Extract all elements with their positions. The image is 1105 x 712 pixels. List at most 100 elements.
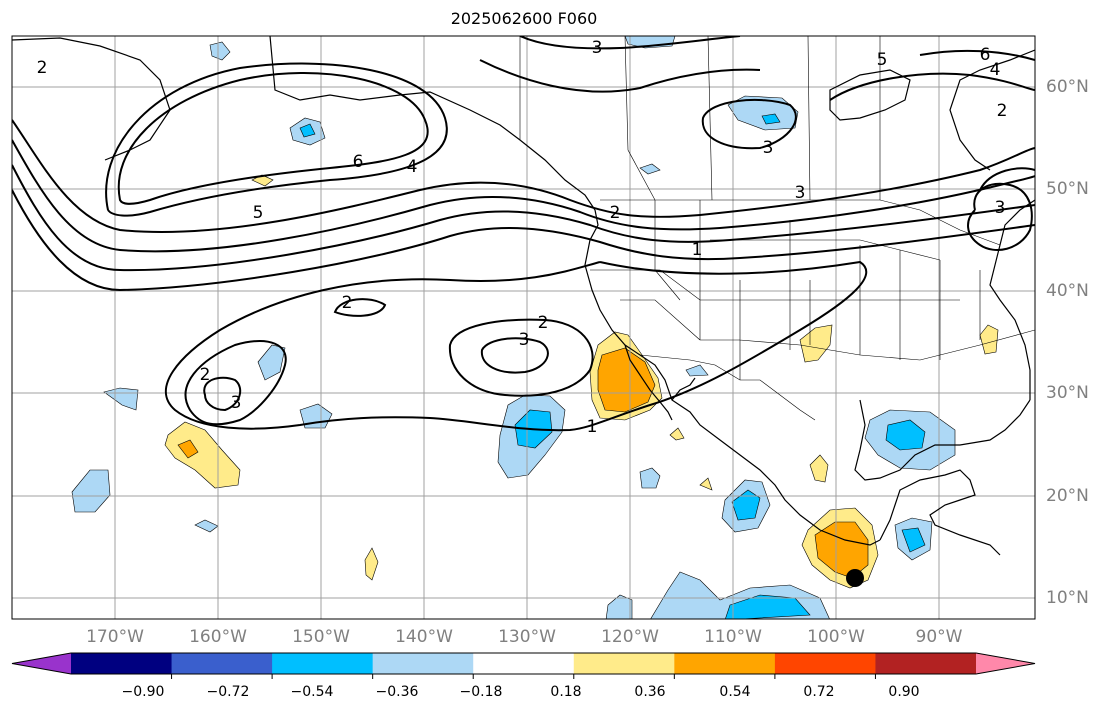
shade-neg-west1: [71, 469, 111, 513]
lon-label-100w: 100°W: [807, 627, 865, 647]
contour-ne-lows: [829, 49, 1035, 251]
storm-marker: [846, 569, 864, 587]
contour-label-2-f: 2: [200, 365, 211, 385]
contour-subtrop-2a: [333, 298, 387, 317]
lon-label-90w: 90°W: [915, 627, 963, 647]
map-title: 2025062600 F060: [450, 9, 598, 28]
graticule: [12, 36, 1035, 619]
shade-neg-mex-pac-core: [731, 489, 761, 521]
lat-label-30n: 30°N: [1046, 383, 1089, 403]
shade-pos-small3: [669, 427, 685, 441]
shade-pos-gulf: [809, 454, 829, 483]
border-us-canada: [600, 199, 1001, 246]
contour-label-5-a: 5: [877, 50, 888, 70]
shade-pos-mexico-core: [814, 521, 869, 579]
colorbar-segment: [674, 653, 776, 674]
colorbar-tick-label: −0.54: [290, 684, 334, 700]
contour-label-1-b: 1: [587, 417, 598, 437]
contour-label-3-b: 3: [763, 138, 774, 158]
lon-label-170w: 170°W: [86, 627, 144, 647]
contour-label-6-b: 6: [353, 152, 364, 172]
contour-aleutian-5: [105, 62, 448, 217]
colorbar-tick-label: 0.90: [888, 684, 920, 700]
contour-jet-4: [12, 119, 1035, 233]
lon-label-110w: 110°W: [704, 627, 762, 647]
shade-neg-top2: [209, 41, 231, 61]
contour-subtrop-2c: [448, 318, 594, 397]
contour-label-4-a: 4: [990, 60, 1001, 80]
colorbar-tick-label: 0.54: [719, 684, 751, 700]
shade-neg-west2: [103, 387, 139, 411]
height-contours: [12, 36, 1035, 432]
lat-label-20n: 20°N: [1046, 486, 1089, 506]
colorbar-segment: [171, 653, 273, 674]
shade-neg-canada-core: [761, 113, 781, 125]
colorbar-segment: [372, 653, 474, 674]
political-borders: [519, 36, 1035, 421]
colorbar-outline: [11, 652, 1036, 675]
contour-label-2-e: 2: [538, 313, 549, 333]
colorbar-tick-label: 0.18: [550, 684, 582, 700]
contour-subtrop-3a: [480, 337, 549, 374]
contour-label-2-d: 2: [342, 293, 353, 313]
border-us-mexico: [639, 354, 816, 421]
contour-labels: 2 3 5 6 4 3 6 4 5 2 3 2 1 3 2 2 3 2 3 1: [37, 38, 1008, 437]
coast-east: [949, 49, 1035, 400]
lon-label-130w: 130°W: [498, 627, 556, 647]
coast-bc-us: [584, 209, 881, 546]
colorbar-segment: [272, 653, 374, 674]
contour-jet-1: [12, 189, 1035, 292]
contour-canada-3: [479, 36, 797, 150]
contour-label-3-c: 3: [795, 183, 806, 203]
contour-label-3-d: 3: [995, 198, 1006, 218]
border-canada-prov: [624, 36, 881, 201]
colorbar-segment: [473, 653, 575, 674]
contour-label-3-f: 3: [231, 393, 242, 413]
contour-label-3-e: 3: [519, 330, 530, 350]
contour-subtrop-3b: [203, 376, 242, 412]
colorbar-segment: [875, 653, 977, 674]
positive-shading: [164, 174, 999, 589]
shade-neg-sm4: [639, 163, 661, 175]
contour-subtrop-2b: [184, 340, 287, 426]
contour-label-2-a: 2: [37, 58, 48, 78]
shade-pos-baja-core: [597, 347, 656, 413]
lon-label-120w: 120°W: [601, 627, 659, 647]
shade-neg-sm2: [605, 594, 633, 619]
contour-label-3-a: 3: [592, 38, 603, 58]
coast-gulf: [854, 399, 1031, 556]
negative-shading: [71, 36, 956, 619]
contour-label-2-b: 2: [997, 101, 1008, 121]
coastlines: [12, 36, 1035, 556]
shade-pos-texas: [799, 324, 833, 363]
colorbar-tick-label: −0.18: [459, 684, 503, 700]
shade-neg-south-core: [725, 594, 811, 619]
colorbar-extend-min: [12, 653, 71, 674]
contour-label-4-b: 4: [407, 157, 418, 177]
colorbar-extend-max: [976, 653, 1035, 674]
colorbar-tick-label: 0.72: [803, 684, 835, 700]
colorbar-tick-label: −0.90: [121, 684, 165, 700]
lon-label-140w: 140°W: [395, 627, 453, 647]
contour-label-5-b: 5: [253, 203, 264, 223]
shade-pos-hawaii: [164, 421, 241, 489]
colorbar-segment: [573, 653, 675, 674]
contour-label-2-c: 2: [610, 203, 621, 223]
lat-label-50n: 50°N: [1046, 179, 1089, 199]
shade-neg-gulf-core: [885, 419, 926, 451]
contour-label-1-a: 1: [692, 240, 703, 260]
shade-pos-hawaii-core: [177, 439, 199, 459]
coast-hudson: [829, 69, 911, 121]
contour-jet-3: [12, 139, 1035, 253]
lat-label-10n: 10°N: [1046, 588, 1089, 608]
shade-neg-west3: [194, 519, 219, 533]
shade-pos-se: [979, 324, 999, 355]
contour-subtrop-1: [164, 260, 868, 432]
colorbar-segment: [71, 653, 173, 674]
shade-neg-sm1: [639, 467, 661, 489]
lat-label-40n: 40°N: [1046, 281, 1089, 301]
shade-neg-sm3: [685, 364, 709, 377]
contour-label-6-a: 6: [980, 45, 991, 65]
lon-label-160w: 160°W: [189, 627, 247, 647]
